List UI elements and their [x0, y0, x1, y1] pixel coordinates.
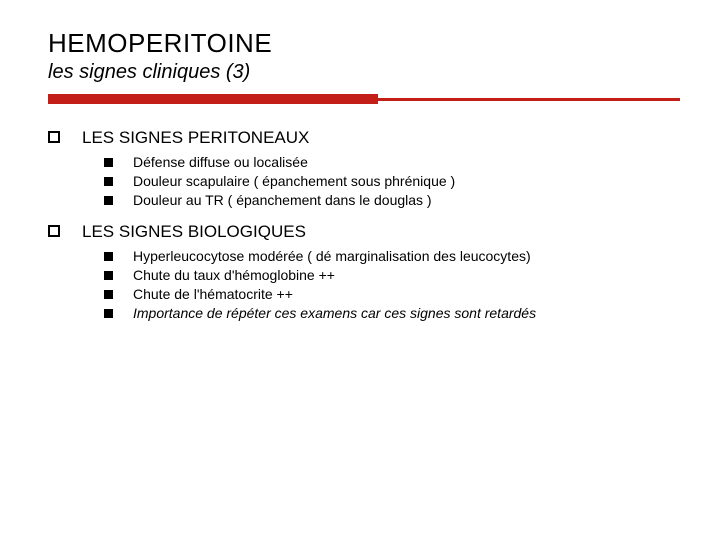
section-heading-label: LES SIGNES BIOLOGIQUES [82, 222, 306, 242]
list-item: Chute de l'hématocrite ++ [104, 286, 680, 302]
section-heading-label: LES SIGNES PERITONEAUX [82, 128, 309, 148]
divider-bar-thick [48, 94, 378, 104]
filled-square-icon [104, 252, 113, 261]
slide-subtitle: les signes cliniques (3) [48, 61, 680, 84]
slide: HEMOPERITOINE les signes cliniques (3) L… [0, 0, 720, 540]
divider-bar-thin [378, 98, 680, 101]
list-item-label: Douleur au TR ( épanchement dans le doug… [133, 192, 432, 208]
list-item-label: Douleur scapulaire ( épanchement sous ph… [133, 173, 455, 189]
section-heading: LES SIGNES BIOLOGIQUES [48, 222, 680, 242]
list-item-label: Chute de l'hématocrite ++ [133, 286, 293, 302]
filled-square-icon [104, 177, 113, 186]
filled-square-icon [104, 309, 113, 318]
list-item: Chute du taux d'hémoglobine ++ [104, 267, 680, 283]
filled-square-icon [104, 196, 113, 205]
section-heading: LES SIGNES PERITONEAUX [48, 128, 680, 148]
filled-square-icon [104, 290, 113, 299]
list-item-label: Hyperleucocytose modérée ( dé marginalis… [133, 248, 531, 264]
list-item-label: Importance de répéter ces examens car ce… [133, 305, 536, 321]
slide-title: HEMOPERITOINE [48, 28, 680, 59]
list-item: Douleur au TR ( épanchement dans le doug… [104, 192, 680, 208]
filled-square-icon [104, 271, 113, 280]
divider-bar [48, 94, 680, 104]
list-item: Hyperleucocytose modérée ( dé marginalis… [104, 248, 680, 264]
filled-square-icon [104, 158, 113, 167]
list-item-label: Défense diffuse ou localisée [133, 154, 308, 170]
list-item: Défense diffuse ou localisée [104, 154, 680, 170]
list-item: Douleur scapulaire ( épanchement sous ph… [104, 173, 680, 189]
hollow-square-icon [48, 225, 60, 237]
list-item-label: Chute du taux d'hémoglobine ++ [133, 267, 335, 283]
list-item: Importance de répéter ces examens car ce… [104, 305, 680, 321]
hollow-square-icon [48, 131, 60, 143]
